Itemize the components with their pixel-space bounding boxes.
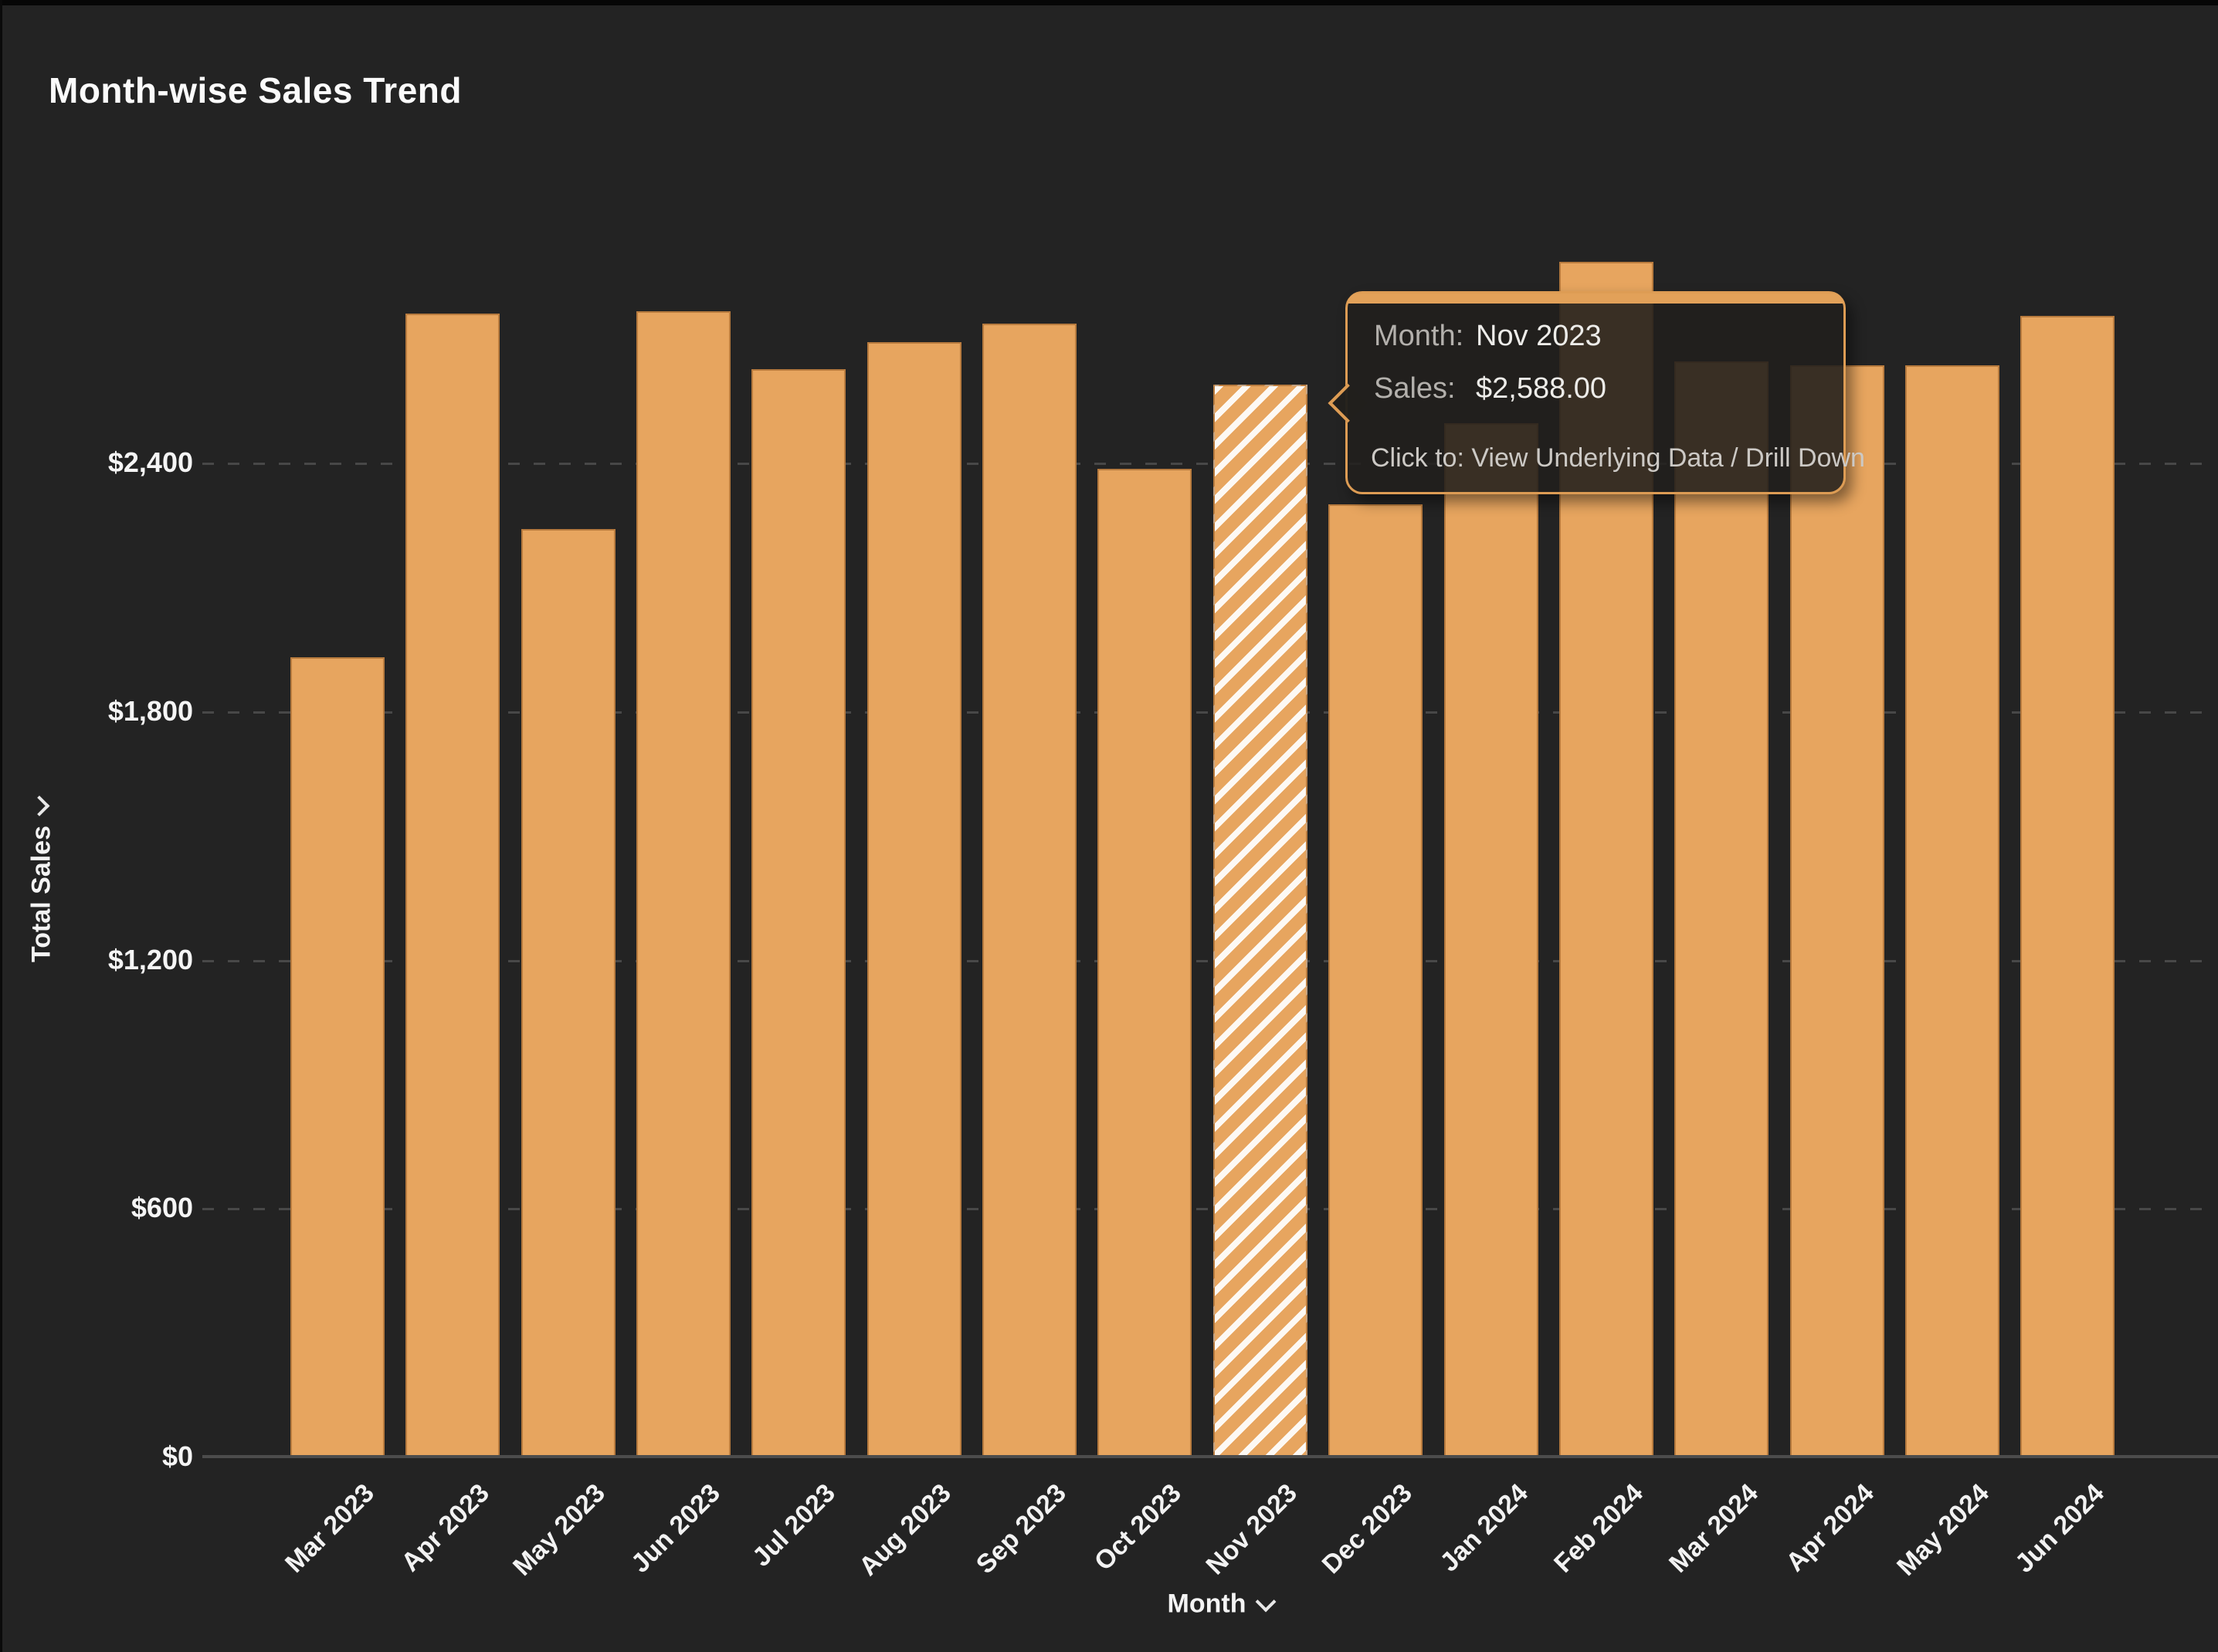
y-axis-title-dropdown[interactable]: Total Sales [26,795,57,962]
bar-sep-2023[interactable] [982,324,1077,1457]
gridline-600 [202,1208,2209,1211]
window-top-edge [0,0,2218,5]
y-tick-label: $2,400 [107,446,193,478]
tooltip-month-value: Nov 2023 [1476,320,1602,352]
tooltip-sales-value: $2,588.00 [1476,372,1607,405]
x-axis-title-dropdown[interactable]: Month [1167,1589,1277,1620]
y-axis-title-label: Total Sales [26,826,56,962]
x-axis-line [202,1455,2218,1458]
tooltip-sales-label: Sales: [1374,372,1456,405]
bar-jun-2023[interactable] [636,311,731,1457]
bar-mar-2024[interactable] [1674,361,1769,1457]
bar-apr-2023[interactable] [405,314,500,1457]
chevron-down-icon [29,795,50,816]
tooltip-click-hint: Click to: View Underlying Data / Drill D… [1371,443,1865,473]
tooltip-sales-row: Sales: $2,588.00 [1374,372,1606,405]
page-title: Month-wise Sales Trend [49,70,462,110]
bar-may-2024[interactable] [1905,365,1999,1457]
tooltip-accent-bar [1348,293,1843,304]
bar-jul-2023[interactable] [751,369,846,1457]
bar-may-2023[interactable] [521,529,616,1457]
bar-oct-2023[interactable] [1097,469,1192,1457]
bar-dec-2023[interactable] [1328,504,1423,1457]
y-tick-label: $1,200 [107,943,193,975]
x-axis-title-label: Month [1167,1589,1246,1619]
bar-apr-2024[interactable] [1790,365,1884,1457]
gridline-2400 [202,463,2209,465]
gridline-1800 [202,711,2209,714]
chevron-down-icon [1255,1591,1277,1613]
y-tick-label: $0 [161,1440,193,1472]
gridline-1200 [202,959,2209,962]
tooltip-month-label: Month: [1374,320,1464,352]
bar-jan-2024[interactable] [1444,423,1538,1457]
hover-tooltip: Month: Nov 2023 Sales: $2,588.00 Click t… [1328,291,1865,494]
window-left-edge [0,0,2,1652]
bar-jun-2024[interactable] [2020,316,2115,1457]
bar-mar-2023[interactable] [290,657,385,1457]
y-tick-label: $600 [131,1192,193,1224]
y-tick-label: $1,800 [107,694,193,727]
tooltip-month-row: Month: Nov 2023 [1374,320,1602,353]
tooltip-pointer-icon [1328,383,1368,423]
bar-aug-2023[interactable] [867,342,961,1457]
bar-nov-2023[interactable] [1213,385,1307,1457]
